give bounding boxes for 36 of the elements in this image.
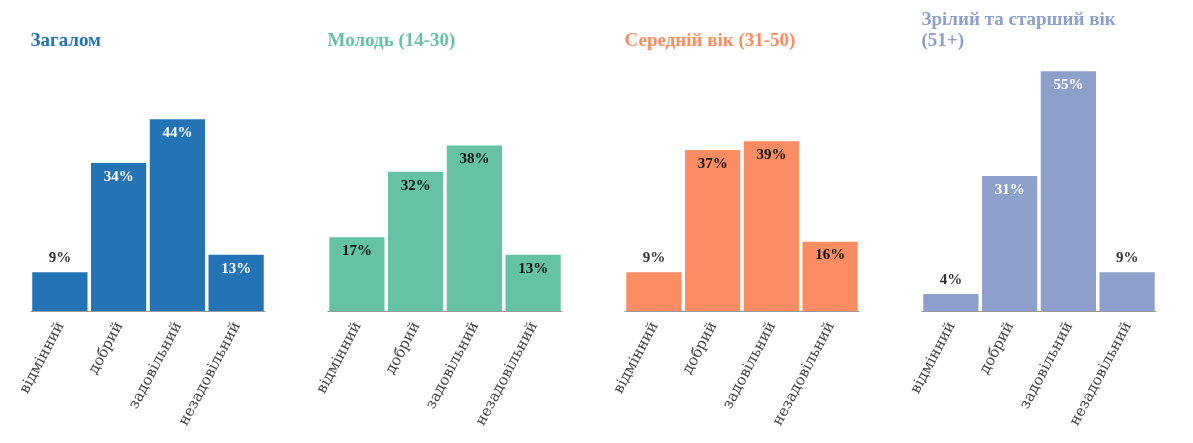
- data-label: 17%: [341, 242, 372, 259]
- chart-title: Середній вік (31-50): [624, 28, 796, 51]
- bar: [743, 141, 799, 312]
- data-label: 31%: [994, 180, 1025, 197]
- data-label: 55%: [1053, 76, 1084, 93]
- chart-title: Зрілий та старший вік (51+): [921, 7, 1116, 51]
- bar: [329, 237, 385, 312]
- bar: [208, 254, 264, 312]
- bar: [1040, 71, 1096, 312]
- bar: [685, 149, 741, 312]
- data-label: 44%: [162, 124, 193, 141]
- bar: [149, 119, 205, 312]
- bar: [32, 272, 88, 312]
- bar: [1099, 272, 1155, 312]
- chart-title: Загалом: [30, 28, 102, 50]
- bar: [446, 145, 502, 312]
- bar: [388, 171, 444, 312]
- bar: [626, 272, 682, 312]
- data-label: 34%: [103, 167, 134, 184]
- data-label: 32%: [400, 176, 431, 193]
- bar: [923, 294, 979, 312]
- data-label: 9%: [642, 248, 666, 265]
- bar: [91, 163, 147, 312]
- data-label: 16%: [815, 246, 846, 263]
- data-label: 13%: [221, 259, 252, 276]
- bar: [982, 176, 1038, 312]
- data-label: 13%: [518, 259, 549, 276]
- data-label: 37%: [697, 154, 728, 171]
- bar: [802, 241, 858, 312]
- data-label: 4%: [939, 270, 963, 287]
- data-label: 38%: [459, 150, 490, 167]
- chart-title: Молодь (14-30): [327, 28, 456, 51]
- data-label: 9%: [48, 248, 72, 265]
- data-label: 39%: [756, 145, 787, 162]
- data-label: 9%: [1115, 248, 1139, 265]
- bar: [505, 254, 561, 312]
